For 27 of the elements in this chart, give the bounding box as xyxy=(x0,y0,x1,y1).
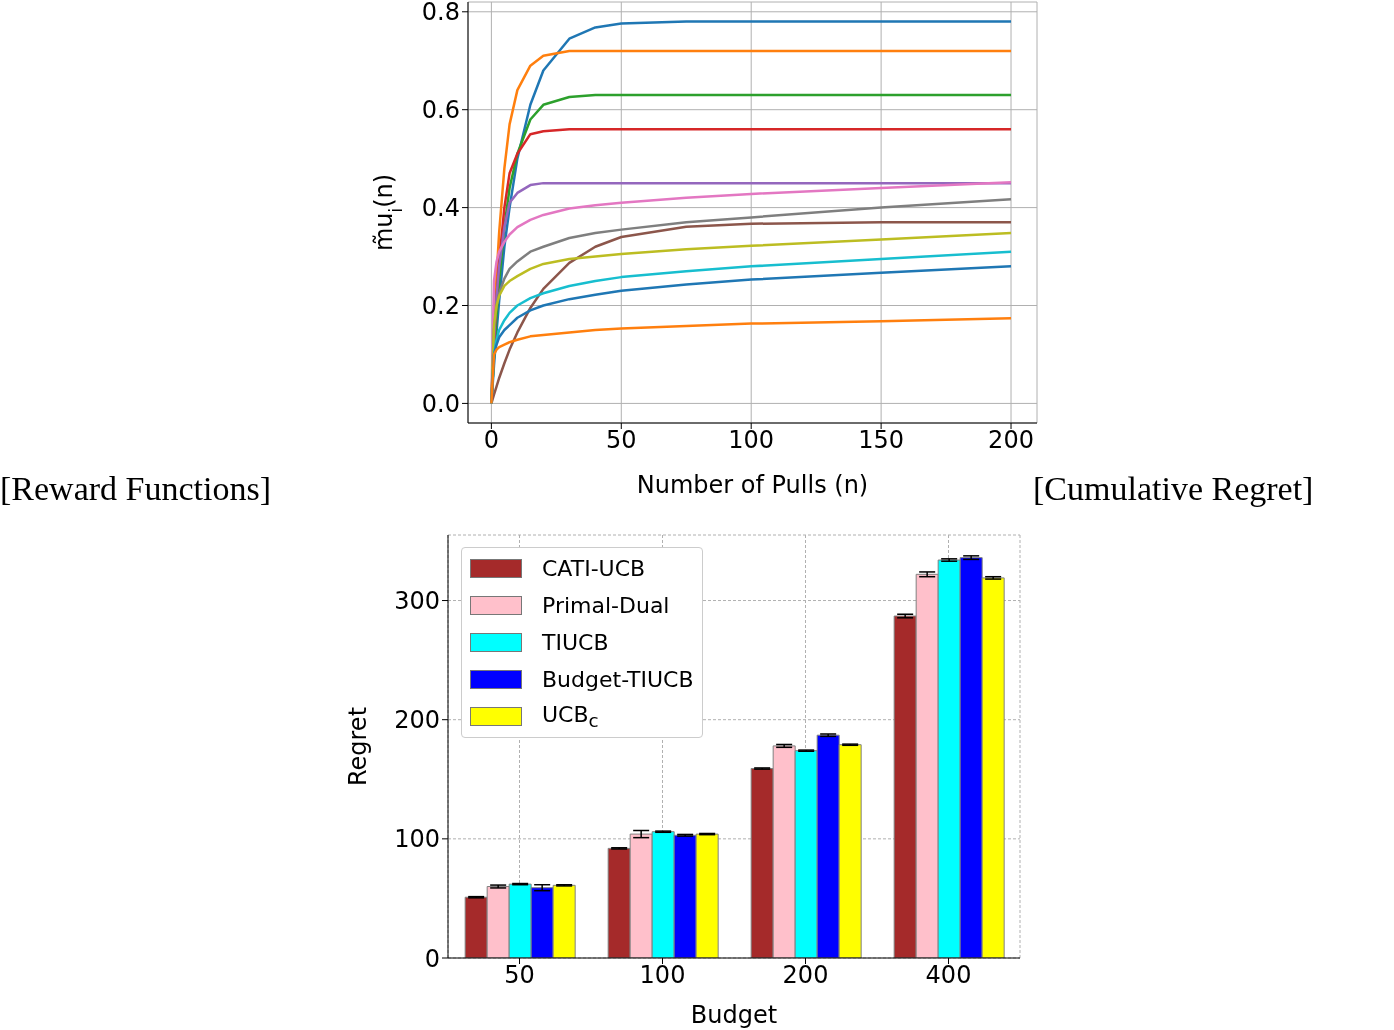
legend-label: TIUCB xyxy=(542,630,609,655)
x-axis-title: Number of Pulls (n) xyxy=(636,471,869,499)
y-tick-label: 0.8 xyxy=(421,0,460,27)
y-tick-label: 300 xyxy=(394,587,440,616)
y-axis-title: Regret xyxy=(344,706,372,787)
y-tick-label: 0.6 xyxy=(421,96,460,125)
legend-label: Primal-Dual xyxy=(542,593,670,618)
x-axis-title: Budget xyxy=(690,1001,778,1029)
y-tick-label: 0.0 xyxy=(421,389,460,418)
y-tick-label: 0.4 xyxy=(421,194,460,223)
x-tick-label: 200 xyxy=(988,426,1034,455)
y-tick-label: 200 xyxy=(394,706,440,735)
text: [Cumulative Regret] xyxy=(1033,470,1314,508)
x-tick-label: 100 xyxy=(728,426,775,455)
x-tick-label: 150 xyxy=(858,426,905,455)
text: [Reward Functions] xyxy=(0,470,272,508)
legend-label: CATI-UCB xyxy=(542,556,646,581)
x-tick-label: 0 xyxy=(483,426,500,455)
x-tick-label: 100 xyxy=(639,961,686,990)
x-tick-label: 50 xyxy=(606,426,637,455)
legend-label: UCB$_{c}$ xyxy=(542,701,599,732)
x-tick-label: 50 xyxy=(504,961,535,990)
x-tick-label: 200 xyxy=(782,961,829,990)
x-tick-label: 400 xyxy=(925,961,972,990)
y-tick-label: 0.2 xyxy=(421,292,460,321)
legend-label: Budget-TIUCB xyxy=(542,667,694,692)
y-tick-label: 100 xyxy=(394,825,440,854)
